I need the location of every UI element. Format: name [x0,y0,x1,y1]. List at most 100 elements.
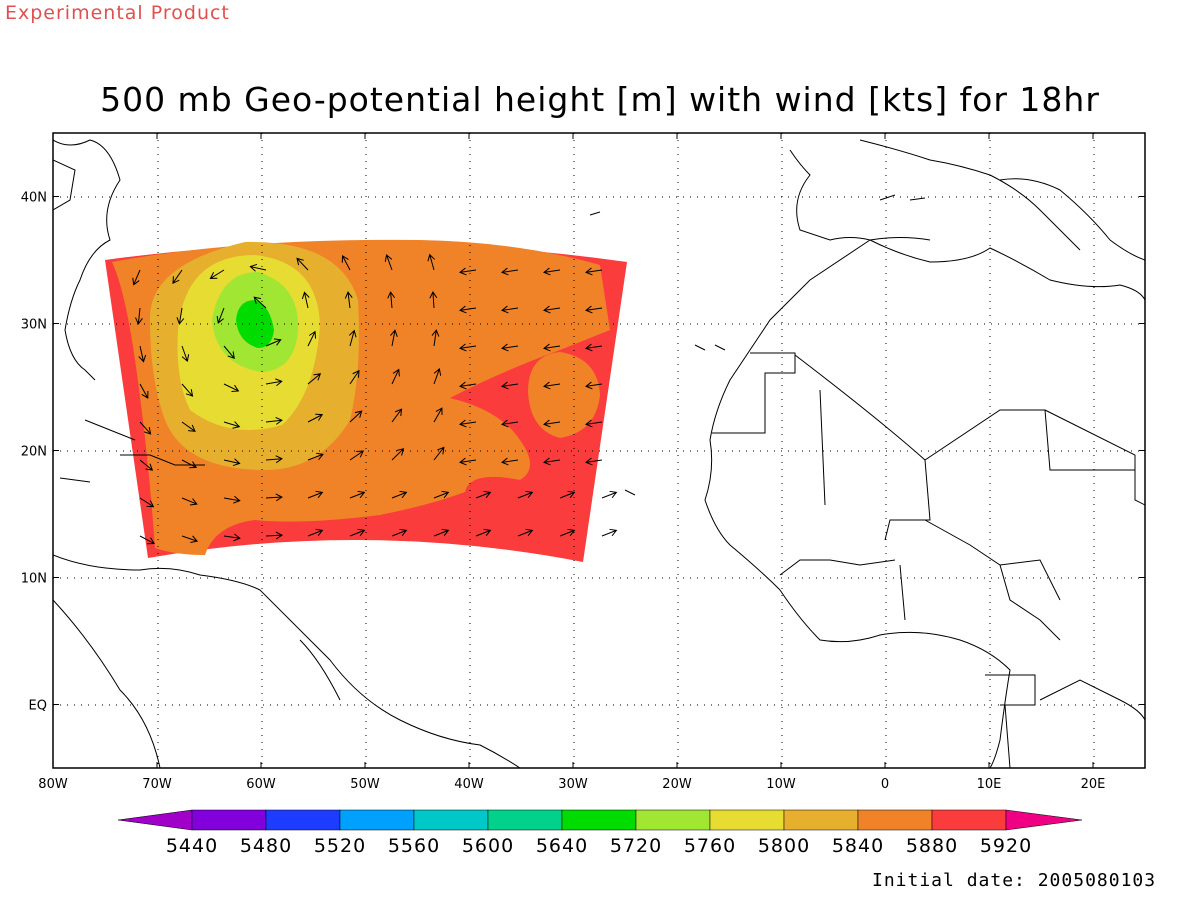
colorbar-segment [635,809,711,831]
wind-arrow [391,448,405,461]
x-tick-label: 10W [766,777,796,792]
colorbar-segment [413,809,489,831]
wind-arrow [223,458,241,467]
x-tick-label: 40W [454,777,484,792]
wind-arrow [517,490,534,499]
wind-arrow [216,307,225,324]
wind-arrow [384,254,393,271]
wind-arrow [501,419,519,428]
wind-arrow [349,369,360,385]
wind-arrow [543,343,561,352]
wind-arrow [296,257,309,271]
colorbar-low-arrow [117,809,193,831]
wind-arrow [265,416,283,425]
colorbar-label: 5920 [980,835,1032,857]
wind-arrow [265,531,283,540]
wind-arrow [431,329,440,347]
wind-arrow [501,381,519,390]
wind-arrow [307,413,324,423]
colorbar-segment [561,809,637,831]
colorbar-label: 5840 [832,835,884,857]
wind-arrow [135,307,143,325]
wind-arrow [475,490,492,499]
x-tick-label: 70W [142,777,172,792]
wind-arrow [517,528,534,537]
colorbar-segment [339,809,415,831]
wind-arrow [139,421,152,435]
wind-arrow [265,455,283,464]
colorbar-segment [487,809,563,831]
colorbar-label: 5880 [906,835,958,857]
wind-arrow [585,381,603,390]
wind-arrow [501,305,519,314]
wind-arrow [559,490,576,499]
wind-arrow [433,407,443,423]
wind-arrow [138,345,147,363]
wind-arrow [429,291,438,309]
wind-arrow [459,305,477,314]
wind-arrow [433,367,442,385]
wind-arrow [223,345,235,360]
wind-arrow [223,383,240,393]
wind-arrow [249,263,267,272]
colorbar-segment [265,809,341,831]
contour-fill-5720 [236,300,274,348]
colorbar-high-arrow [1005,809,1083,831]
colorbar-label: 5720 [610,835,662,857]
wind-arrow [349,490,366,499]
wind-arrow [433,446,445,461]
colorbar-segment [709,809,785,831]
wind-arrow [391,368,400,385]
wind-arrow [433,528,450,537]
wind-arrow [585,419,603,428]
wind-arrow [459,381,477,390]
x-tick-label: 60W [246,777,276,792]
wind-arrow [349,410,363,423]
wind-arrow [543,381,561,390]
wind-arrow [601,528,618,537]
map-title: 500 mb Geo-potential height [m] with win… [100,80,1100,119]
wind-arrow [459,267,477,276]
wind-arrow [307,373,322,385]
x-tick-label: 20W [662,777,692,792]
wind-arrow [139,459,154,471]
colorbar-segment [931,809,1007,831]
gridlines [53,133,1145,768]
y-axis: EQ 10N 20N 30N 40N [21,191,1145,714]
wind-arrow [181,459,198,469]
wind-arrow [585,267,603,276]
wind-arrow [307,490,324,499]
x-tick-label: 30W [558,777,588,792]
wind-arrow [349,450,365,461]
x-tick-label: 0 [881,777,889,792]
wind-arrow [459,457,477,466]
wind-arrow [501,343,519,352]
colorbar-segment [191,809,267,831]
y-tick-label: 20N [21,445,47,460]
wind-arrow [585,305,603,314]
wind-arrow [459,343,477,352]
x-tick-label: 20E [1081,777,1106,792]
y-tick-label: EQ [29,699,47,714]
wind-arrow [501,267,519,276]
wind-arrow [433,490,450,499]
wind-arrow [253,296,267,309]
wind-arrow [387,291,396,309]
y-tick-label: 30N [21,318,47,333]
wind-arrow [176,307,185,325]
wind-arrow [391,490,408,499]
wind-arrow [585,457,603,466]
wind-arrow [223,495,241,504]
colorbar-segment [857,809,933,831]
wind-arrow [181,345,190,363]
wind-arrow [348,329,357,347]
wind-arrow [139,383,149,399]
colorbar-label: 5600 [462,835,514,857]
colorbar-label: 5440 [166,835,218,857]
colorbar-segment [783,809,859,831]
height-field [105,239,627,562]
wind-arrow [181,497,198,506]
wind-arrow [390,329,398,347]
wind-arrow [209,269,225,279]
